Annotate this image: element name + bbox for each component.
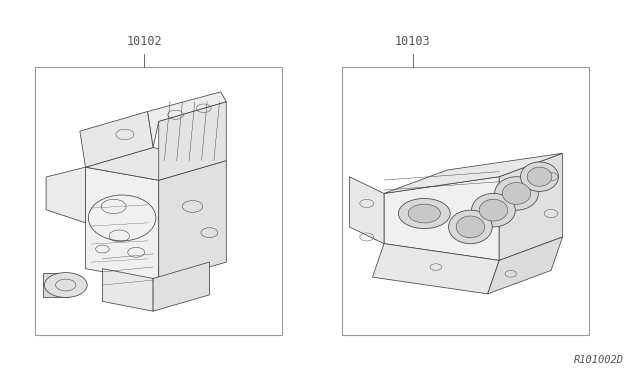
Polygon shape	[44, 273, 68, 298]
Polygon shape	[86, 167, 159, 282]
Ellipse shape	[527, 167, 552, 186]
Polygon shape	[147, 92, 227, 148]
Polygon shape	[159, 102, 227, 180]
Ellipse shape	[495, 177, 538, 210]
Polygon shape	[46, 167, 86, 223]
Ellipse shape	[502, 183, 531, 204]
Polygon shape	[159, 161, 227, 282]
Polygon shape	[86, 148, 227, 180]
Polygon shape	[349, 177, 384, 244]
Polygon shape	[372, 244, 499, 294]
Polygon shape	[102, 269, 153, 311]
Ellipse shape	[479, 199, 508, 221]
Circle shape	[408, 204, 440, 223]
Polygon shape	[384, 177, 499, 260]
Circle shape	[44, 273, 87, 298]
Ellipse shape	[449, 210, 492, 244]
Circle shape	[398, 199, 451, 228]
Polygon shape	[499, 153, 563, 260]
Polygon shape	[384, 153, 563, 193]
Text: 10102: 10102	[126, 35, 162, 48]
Bar	[35, 67, 282, 335]
Ellipse shape	[456, 216, 484, 238]
Text: 10103: 10103	[395, 35, 431, 48]
Ellipse shape	[472, 193, 515, 227]
Bar	[342, 67, 589, 335]
Polygon shape	[153, 262, 209, 311]
Polygon shape	[80, 112, 153, 167]
Text: R101002D: R101002D	[574, 355, 624, 365]
Polygon shape	[488, 237, 563, 294]
Ellipse shape	[520, 162, 559, 192]
